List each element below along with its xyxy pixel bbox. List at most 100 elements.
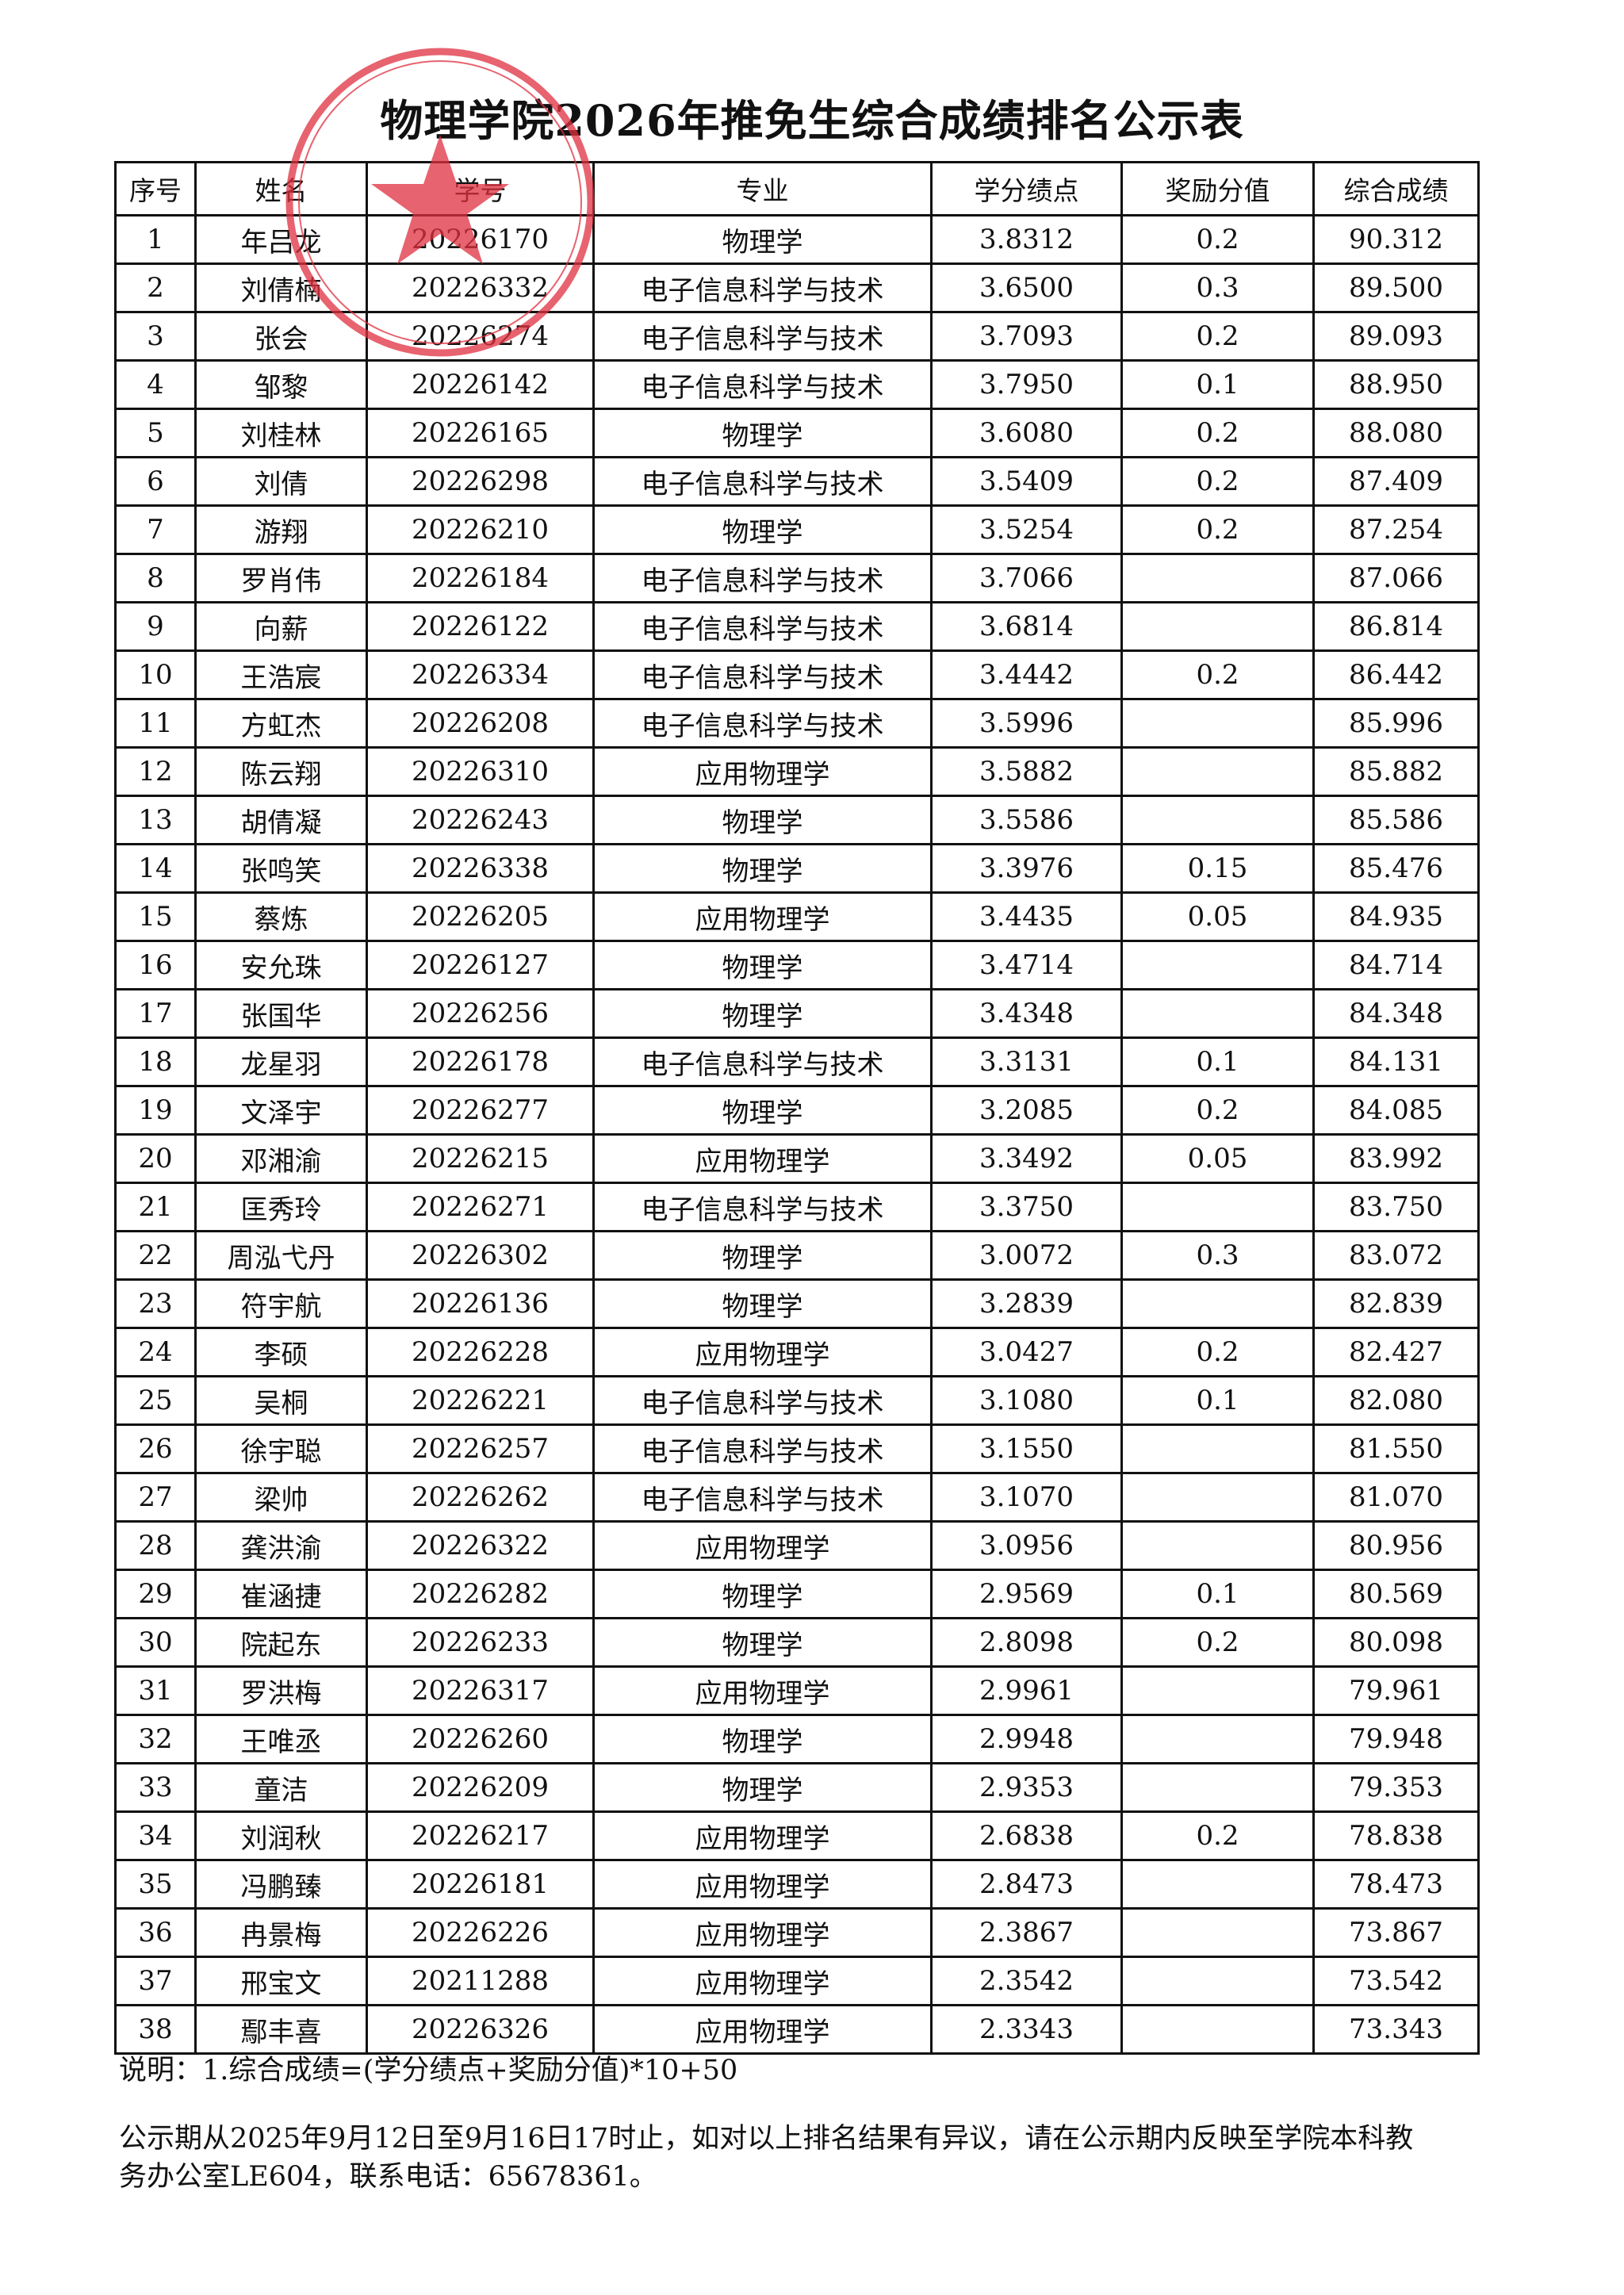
cell-rank: 4: [114, 359, 197, 410]
cell-major: 电子信息科学与技术: [592, 262, 933, 313]
cell-total-score: 80.098: [1312, 1617, 1480, 1668]
cell-total-score: 88.950: [1312, 359, 1480, 410]
cell-total-score: 84.085: [1312, 1085, 1480, 1136]
cell-gpa: 3.3492: [930, 1133, 1123, 1184]
cell-rank: 8: [114, 553, 197, 603]
cell-name: 罗肖伟: [194, 553, 368, 603]
cell-total-score: 90.312: [1312, 214, 1480, 265]
cell-gpa: 3.4442: [930, 649, 1123, 700]
cell-major: 电子信息科学与技术: [592, 1423, 933, 1474]
cell-name: 邹黎: [194, 359, 368, 410]
cell-student-id: 20226226: [366, 1907, 595, 1958]
cell-bonus: [1120, 746, 1315, 797]
cell-gpa: 3.2085: [930, 1085, 1123, 1136]
cell-total-score: 83.750: [1312, 1182, 1480, 1232]
header-row: 序号 姓名 学号 专业 学分绩点 奖励分值 综合成绩: [114, 161, 1480, 216]
cell-student-id: 20226217: [366, 1810, 595, 1861]
cell-total-score: 83.072: [1312, 1230, 1480, 1281]
cell-rank: 38: [114, 2004, 197, 2055]
cell-rank: 17: [114, 988, 197, 1039]
cell-rank: 26: [114, 1423, 197, 1474]
cell-major: 物理学: [592, 1569, 933, 1619]
cell-gpa: 2.9948: [930, 1714, 1123, 1764]
cell-gpa: 3.1070: [930, 1472, 1123, 1523]
cell-name: 童洁: [194, 1762, 368, 1813]
cell-bonus: [1120, 1278, 1315, 1329]
table-row: 38 鄢丰喜 20226326 应用物理学 2.3343 73.343: [114, 2004, 1480, 2055]
cell-student-id: 20226136: [366, 1278, 595, 1329]
cell-student-id: 20226233: [366, 1617, 595, 1668]
cell-student-id: 20226282: [366, 1569, 595, 1619]
cell-gpa: 3.8312: [930, 214, 1123, 265]
cell-gpa: 2.8098: [930, 1617, 1123, 1668]
table-row: 12 陈云翔 20226310 应用物理学 3.5882 85.882: [114, 746, 1480, 797]
cell-student-id: 20226322: [366, 1520, 595, 1571]
table-row: 29 崔涵捷 20226282 物理学 2.9569 0.1 80.569: [114, 1569, 1480, 1619]
cell-major: 应用物理学: [592, 1907, 933, 1958]
cell-rank: 20: [114, 1133, 197, 1184]
cell-major: 电子信息科学与技术: [592, 553, 933, 603]
cell-major: 电子信息科学与技术: [592, 1036, 933, 1087]
cell-major: 物理学: [592, 504, 933, 555]
cell-bonus: 0.1: [1120, 1569, 1315, 1619]
cell-name: 冯鹏臻: [194, 1859, 368, 1910]
table-row: 16 安允珠 20226127 物理学 3.4714 84.714: [114, 940, 1480, 990]
cell-gpa: 3.0427: [930, 1327, 1123, 1377]
cell-name: 胡倩凝: [194, 795, 368, 845]
cell-bonus: [1120, 1956, 1315, 2006]
header-bonus: 奖励分值: [1120, 161, 1315, 216]
cell-major: 应用物理学: [592, 746, 933, 797]
cell-major: 电子信息科学与技术: [592, 359, 933, 410]
table-row: 35 冯鹏臻 20226181 应用物理学 2.8473 78.473: [114, 1859, 1480, 1910]
cell-gpa: 3.4435: [930, 891, 1123, 942]
table-row: 23 符宇航 20226136 物理学 3.2839 82.839: [114, 1278, 1480, 1329]
cell-gpa: 3.5996: [930, 698, 1123, 749]
cell-rank: 1: [114, 214, 197, 265]
cell-total-score: 79.961: [1312, 1665, 1480, 1716]
cell-bonus: [1120, 988, 1315, 1039]
cell-major: 电子信息科学与技术: [592, 1375, 933, 1426]
cell-bonus: 0.3: [1120, 262, 1315, 313]
cell-total-score: 84.131: [1312, 1036, 1480, 1087]
cell-rank: 24: [114, 1327, 197, 1377]
cell-student-id: 20226317: [366, 1665, 595, 1716]
cell-rank: 3: [114, 311, 197, 362]
cell-student-id: 20226184: [366, 553, 595, 603]
cell-gpa: 3.7066: [930, 553, 1123, 603]
ranking-table: 序号 姓名 学号 专业 学分绩点 奖励分值 综合成绩 1 年吕龙 20226170 物理学 3.83…: [114, 161, 1480, 2055]
cell-bonus: [1120, 553, 1315, 603]
cell-name: 年吕龙: [194, 214, 368, 265]
cell-name: 方虹杰: [194, 698, 368, 749]
table-row: 6 刘倩 20226298 电子信息科学与技术 3.5409 0.2 87.409: [114, 456, 1480, 507]
cell-student-id: 20226208: [366, 698, 595, 749]
cell-gpa: 3.7093: [930, 311, 1123, 362]
cell-gpa: 3.3750: [930, 1182, 1123, 1232]
cell-name: 刘倩楠: [194, 262, 368, 313]
cell-gpa: 3.6080: [930, 408, 1123, 458]
cell-total-score: 83.992: [1312, 1133, 1480, 1184]
cell-student-id: 20226298: [366, 456, 595, 507]
cell-total-score: 85.996: [1312, 698, 1480, 749]
cell-major: 应用物理学: [592, 1810, 933, 1861]
table-row: 33 童洁 20226209 物理学 2.9353 79.353: [114, 1762, 1480, 1813]
cell-total-score: 80.956: [1312, 1520, 1480, 1571]
table-row: 9 向薪 20226122 电子信息科学与技术 3.6814 86.814: [114, 601, 1480, 652]
cell-major: 应用物理学: [592, 1520, 933, 1571]
cell-gpa: 3.1550: [930, 1423, 1123, 1474]
cell-name: 鄢丰喜: [194, 2004, 368, 2055]
cell-name: 龙星羽: [194, 1036, 368, 1087]
cell-major: 物理学: [592, 408, 933, 458]
cell-bonus: 0.2: [1120, 456, 1315, 507]
cell-student-id: 20226178: [366, 1036, 595, 1087]
cell-student-id: 20226334: [366, 649, 595, 700]
cell-total-score: 85.882: [1312, 746, 1480, 797]
contact-note: 务办公室LE604，联系电话：65678361。: [119, 2161, 657, 2193]
cell-bonus: [1120, 1665, 1315, 1716]
cell-name: 安允珠: [194, 940, 368, 990]
cell-bonus: [1120, 940, 1315, 990]
table-row: 17 张国华 20226256 物理学 3.4348 84.348: [114, 988, 1480, 1039]
cell-student-id: 20226338: [366, 843, 595, 894]
cell-major: 物理学: [592, 843, 933, 894]
cell-student-id: 20226332: [366, 262, 595, 313]
cell-bonus: [1120, 2004, 1315, 2055]
